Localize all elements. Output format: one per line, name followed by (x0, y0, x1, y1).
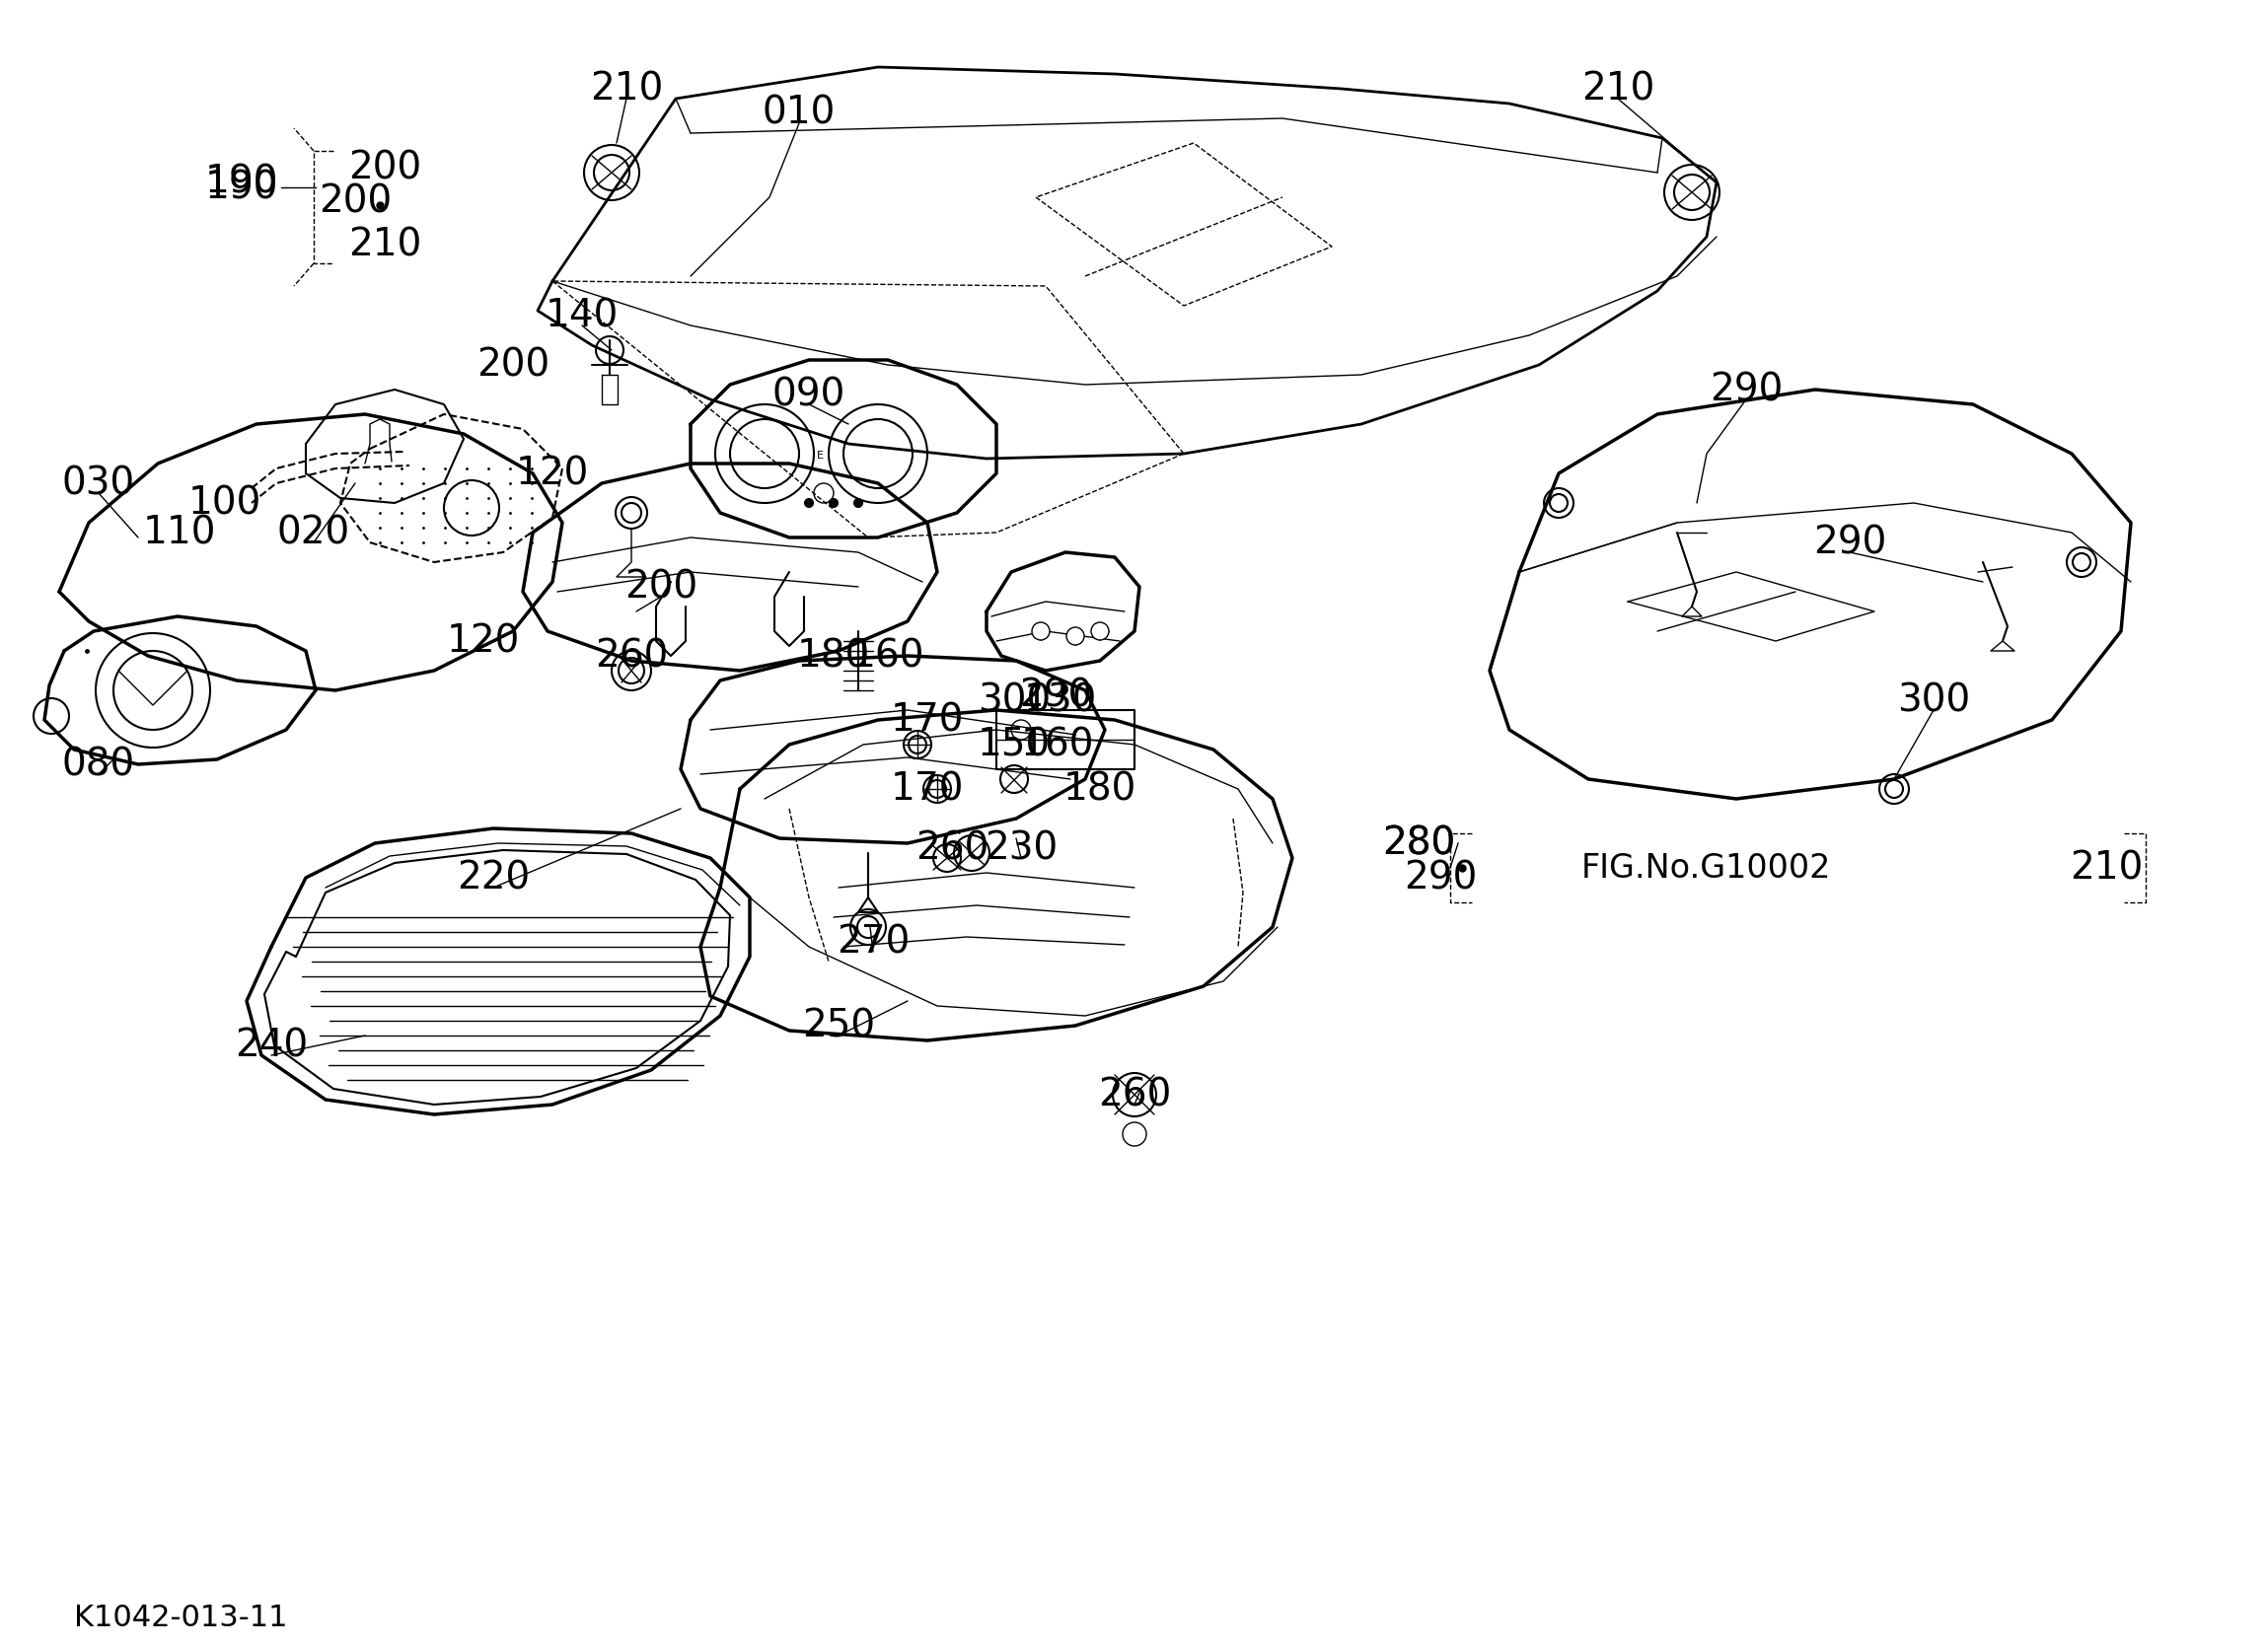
Circle shape (805, 499, 812, 507)
Text: 240: 240 (234, 1027, 308, 1063)
Text: 250: 250 (803, 1007, 875, 1045)
Text: 210: 210 (590, 71, 662, 107)
Text: 210: 210 (2068, 849, 2143, 887)
Text: 190: 190 (204, 163, 279, 201)
Text: 210: 210 (1581, 71, 1656, 107)
Text: 120: 120 (447, 622, 519, 660)
Text: 290: 290 (1404, 859, 1476, 897)
Text: 260: 260 (594, 637, 669, 675)
Text: 200: 200 (624, 568, 699, 606)
Text: 290: 290 (1018, 677, 1093, 714)
Text: 220: 220 (456, 859, 531, 897)
Text: 230: 230 (984, 830, 1057, 867)
Text: 280: 280 (1381, 825, 1456, 863)
Text: 150: 150 (978, 726, 1050, 764)
Circle shape (830, 499, 837, 507)
Text: 290: 290 (1812, 523, 1887, 561)
Text: 200: 200 (347, 148, 422, 186)
Text: 170: 170 (891, 770, 964, 808)
Circle shape (1066, 627, 1084, 645)
Text: 200: 200 (476, 346, 549, 384)
Circle shape (855, 499, 862, 507)
Text: 210: 210 (347, 226, 422, 263)
Text: 200: 200 (318, 183, 392, 221)
Text: 180: 180 (796, 637, 871, 675)
Text: 260: 260 (916, 830, 989, 867)
Text: 010: 010 (762, 95, 837, 132)
Text: 160: 160 (850, 637, 925, 675)
Text: 140: 140 (544, 296, 619, 334)
Text: 280: 280 (1381, 825, 1456, 863)
Text: 190: 190 (204, 168, 279, 206)
Text: 260: 260 (1098, 1076, 1170, 1113)
Circle shape (1032, 622, 1050, 640)
Text: 030: 030 (61, 464, 136, 502)
Text: K1042-013-11: K1042-013-11 (75, 1603, 288, 1631)
Circle shape (1091, 622, 1109, 640)
Text: 110: 110 (143, 514, 215, 551)
Text: 090: 090 (773, 375, 846, 413)
Text: 160: 160 (1021, 726, 1093, 764)
Text: 300: 300 (1896, 681, 1971, 719)
Text: 080: 080 (61, 746, 136, 783)
Text: 130: 130 (1023, 681, 1098, 719)
Text: FIG.No.G10002: FIG.No.G10002 (1581, 851, 1833, 884)
Text: 290: 290 (1710, 370, 1783, 408)
Text: 020: 020 (277, 514, 349, 551)
Text: E I: E I (816, 451, 830, 461)
Text: 120: 120 (515, 454, 590, 492)
Text: 100: 100 (188, 484, 261, 522)
Text: 170: 170 (891, 701, 964, 739)
Text: 180: 180 (1064, 770, 1136, 808)
Text: 300: 300 (978, 681, 1050, 719)
Text: 270: 270 (837, 923, 909, 961)
